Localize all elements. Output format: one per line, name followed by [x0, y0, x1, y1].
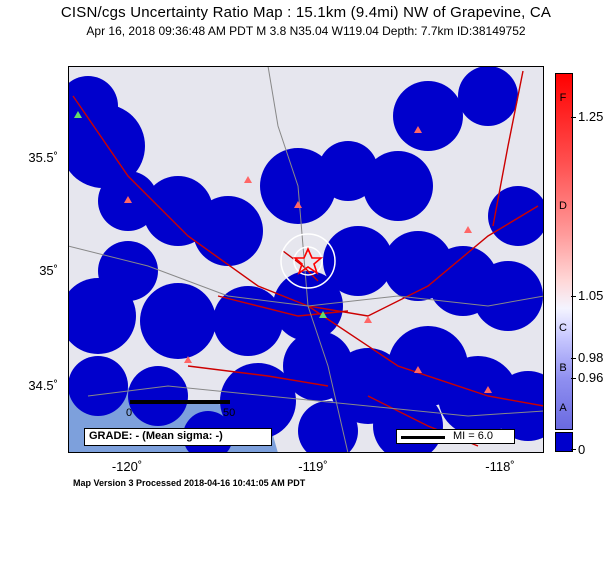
fault-lines: [72, 70, 544, 447]
colorbar-tick-1: [571, 117, 576, 118]
lat-label-35-5: 35.5˚: [28, 150, 58, 165]
station-triangles-green: [74, 111, 327, 318]
lon-label-118: -118˚: [485, 459, 515, 474]
mi-legend-text: MI = 6.0: [453, 430, 494, 442]
scale-right-label: 50: [223, 407, 236, 419]
mi-legend: MI = 6.0: [396, 429, 515, 444]
colorbar-tick-2: [571, 296, 576, 297]
lon-label-120: -120˚: [111, 459, 143, 474]
colorbar-tick-4: [571, 378, 576, 379]
colorbar-letter-c: C: [559, 322, 567, 334]
scale-left-label: 0: [126, 407, 133, 419]
colorbar-letter-a: A: [559, 402, 567, 414]
map-title: CISN/cgs Uncertainty Ratio Map : 15.1km …: [60, 4, 552, 21]
epicenter-marker: [280, 233, 336, 289]
colorbar-bottom-swatch: [555, 432, 573, 452]
lat-label-34-5: 34.5˚: [28, 378, 58, 393]
map-canvas: [68, 66, 544, 453]
mi-legend-bar: [401, 436, 445, 439]
colorbar-tick-label-1-25: 1.25: [578, 109, 604, 124]
lon-label-119: -119˚: [298, 459, 328, 474]
colorbar-tick-3: [571, 358, 576, 359]
colorbar-tick-label-0-96: 0.96: [578, 370, 604, 385]
road-lines: [68, 66, 544, 453]
colorbar-tick-5: [571, 449, 576, 450]
scale-bar: [130, 400, 230, 404]
map-version-footer: Map Version 3 Processed 2018-04-16 10:41…: [73, 478, 306, 488]
station-triangles: [124, 126, 492, 393]
lat-label-35: 35˚: [39, 263, 58, 278]
colorbar-tick-label-0-98: 0.98: [578, 350, 604, 365]
colorbar-letter-f: F: [559, 92, 567, 104]
map-area[interactable]: 0 50: [68, 66, 544, 453]
colorbar-letter-b: B: [559, 362, 567, 374]
colorbar-tick-label-1-05: 1.05: [578, 288, 604, 303]
event-subtitle: Apr 16, 2018 09:36:48 AM PDT M 3.8 N35.0…: [86, 24, 526, 38]
colorbar-tick-label-0: 0: [578, 442, 586, 457]
colorbar: [555, 73, 573, 430]
grade-legend: GRADE: - (Mean sigma: -): [84, 428, 272, 446]
uncertainty-blobs: [68, 66, 544, 453]
colorbar-letter-d: D: [559, 200, 567, 212]
